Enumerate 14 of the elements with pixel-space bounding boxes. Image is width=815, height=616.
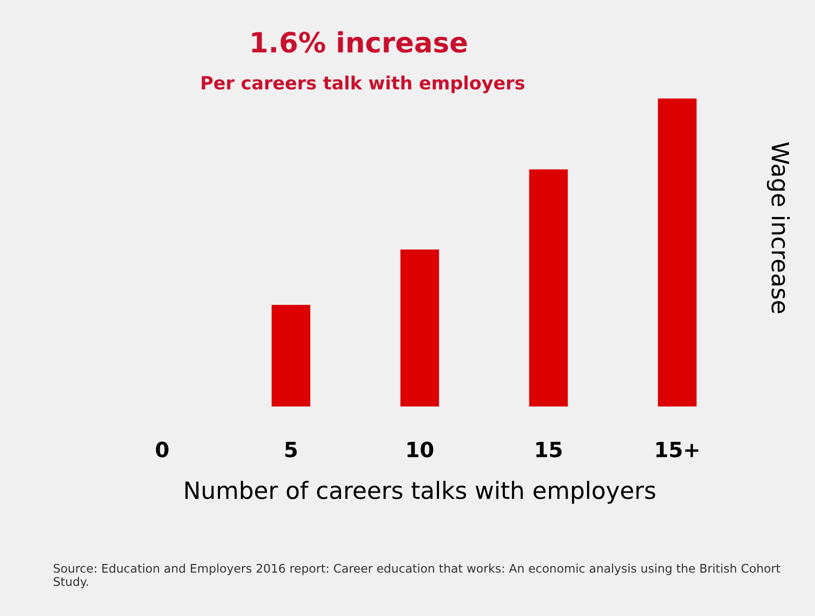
x-axis-title: Number of careers talks with employers [185, 480, 656, 504]
source-note: Source: Education and Employers 2016 report: Career education that works: An economic analysis using the British Cohort Study. [54, 564, 780, 588]
chart-subtitle: Per careers talk with employers [202, 76, 524, 94]
bar [658, 98, 697, 407]
x-tick-label: 10 [408, 442, 434, 458]
y2-axis-title: Wage increase [766, 142, 790, 314]
x-tick-label: 15 [536, 442, 562, 458]
chart-title: 1.6% increase [252, 31, 467, 53]
bar [400, 249, 440, 407]
bar [529, 169, 568, 407]
x-tick-label: 5 [285, 442, 297, 458]
x-tick-label: 0 [156, 442, 168, 458]
x-tick-label: 15+ [656, 442, 698, 458]
bar [272, 304, 310, 407]
